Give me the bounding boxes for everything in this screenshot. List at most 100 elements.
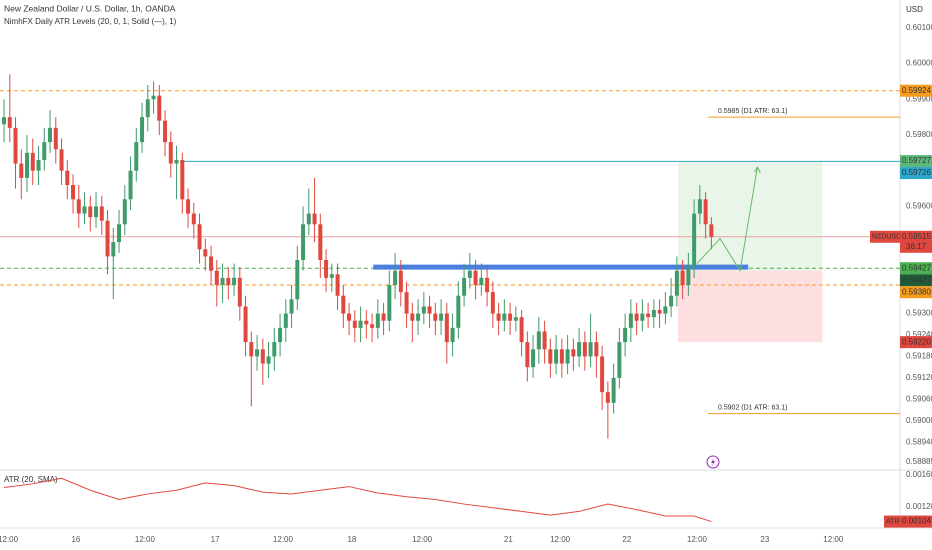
candle-body	[324, 260, 329, 278]
candle-body	[542, 331, 547, 350]
candle-body	[485, 277, 490, 293]
candle-body	[203, 249, 208, 257]
candle-body	[496, 313, 501, 321]
arrow-head	[753, 166, 761, 174]
y-tick-label: 0.58885	[906, 457, 932, 466]
x-tick-label: 17	[211, 535, 220, 544]
atr-last-box	[900, 515, 932, 528]
candle-body	[82, 206, 87, 214]
candle-body	[577, 342, 582, 357]
candle-body	[53, 127, 58, 150]
candle-body	[611, 377, 616, 403]
price-label-box	[900, 336, 932, 349]
candle-body	[191, 213, 196, 225]
candle-body	[209, 256, 214, 271]
candle-body	[226, 277, 231, 285]
candle-body	[404, 292, 409, 314]
candle-body	[519, 317, 524, 343]
level-label: 0.5985 (D1 ATR: 63.1)	[718, 108, 788, 115]
candle-body	[329, 274, 334, 278]
x-tick-label: 16	[71, 535, 80, 544]
candle-body	[651, 310, 656, 318]
atr-name: ATR	[886, 518, 899, 525]
countdown: 36:17	[906, 242, 927, 251]
x-tick-label: 12:00	[0, 535, 19, 544]
candle-body	[48, 127, 53, 143]
candle-body	[433, 313, 438, 321]
candle-body	[266, 356, 271, 364]
candle-body	[249, 342, 254, 357]
price-label-box	[900, 84, 932, 97]
candle-body	[709, 224, 714, 237]
alert-icon[interactable]	[706, 455, 720, 469]
candle-body	[214, 270, 219, 285]
price-label-box	[900, 262, 932, 275]
candle-body	[697, 199, 702, 214]
candle-body	[531, 349, 536, 368]
candle-body	[617, 342, 622, 378]
candle-body	[168, 142, 173, 164]
candle-body	[410, 313, 415, 321]
candle-body	[416, 313, 421, 321]
price-label: 0.59427	[902, 263, 931, 272]
candle-body	[243, 306, 248, 343]
candle-body	[381, 313, 386, 321]
last-price: 0.59515	[902, 232, 931, 241]
candle-body	[25, 152, 30, 178]
atr-line	[3, 477, 712, 523]
candle-body	[594, 342, 599, 357]
candle-body	[157, 95, 162, 121]
price-label: 0.59220	[902, 337, 931, 346]
currency: USD	[906, 5, 923, 14]
price-label: 0.59727	[902, 156, 931, 165]
candle-body	[513, 317, 518, 321]
price-label-box	[900, 167, 932, 180]
price-label: 0.59427	[902, 275, 931, 284]
last-name-box	[870, 230, 900, 243]
candle-body	[13, 127, 18, 164]
candle-body	[111, 242, 116, 257]
candle-body	[508, 313, 513, 321]
candle-body	[301, 224, 306, 260]
candle-body	[692, 213, 697, 268]
candle-body	[272, 342, 277, 357]
candle-body	[628, 313, 633, 328]
candle-body	[582, 342, 587, 357]
candle-body	[554, 349, 559, 364]
price-label-box	[900, 155, 932, 168]
x-tick-label: 12:00	[273, 535, 294, 544]
candle-body	[444, 313, 449, 343]
candle-body	[703, 199, 708, 225]
candle-body	[536, 331, 541, 350]
candle-body	[393, 270, 398, 285]
candle-body	[341, 295, 346, 314]
candle-body	[439, 313, 444, 321]
candle-body	[65, 170, 70, 185]
candle-body	[375, 313, 380, 328]
x-tick-label: 12:00	[823, 535, 844, 544]
candle-body	[352, 320, 357, 328]
candle-body	[680, 270, 685, 285]
candle-body	[456, 295, 461, 328]
candle-body	[237, 277, 242, 307]
candle-body	[634, 313, 639, 321]
candle-body	[163, 120, 168, 143]
candle-body	[588, 342, 593, 357]
candle-body	[255, 349, 260, 357]
candle-body	[30, 152, 35, 171]
candle-body	[674, 270, 679, 296]
x-tick-label: 12:00	[687, 535, 708, 544]
candle-body	[278, 327, 283, 343]
